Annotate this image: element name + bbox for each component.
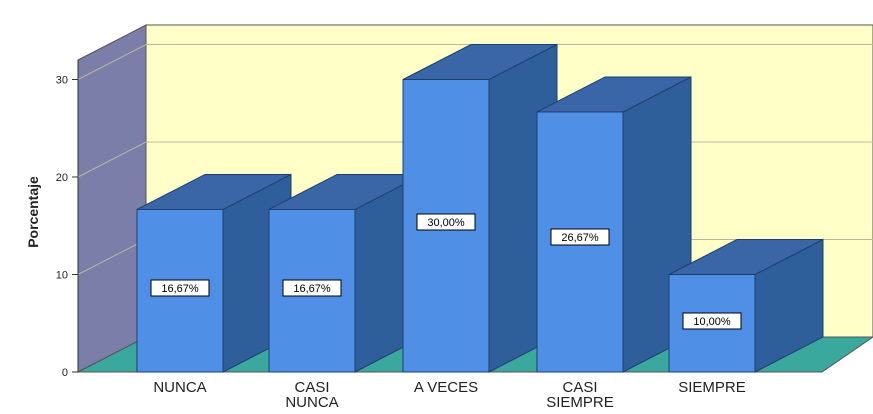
x-tick-label-line: CASI xyxy=(294,379,329,396)
x-tick-label: CASI SIEMPRE xyxy=(546,379,614,411)
y-axis: 0 10 20 30 xyxy=(56,60,79,379)
data-label-box xyxy=(550,228,610,246)
x-tick-label-line: NUNCA xyxy=(285,394,338,411)
x-tick-label-line: CASI xyxy=(562,379,597,396)
data-label-box xyxy=(682,312,742,330)
x-tick-label-line: NUNCA xyxy=(153,379,206,396)
data-label-box xyxy=(282,279,342,297)
y-tick-label: 30 xyxy=(56,75,68,87)
y-tick-label: 0 xyxy=(62,367,68,379)
gridline xyxy=(77,44,873,80)
x-tick-label: NUNCA xyxy=(153,379,206,396)
bar: 10,00% xyxy=(668,238,824,373)
data-label: 16,67% xyxy=(161,283,199,295)
bar: 26,67% xyxy=(536,76,692,373)
x-tick-label-line: A VECES xyxy=(414,379,478,396)
x-tick-label-line: SIEMPRE xyxy=(546,394,614,411)
bar: 16,67% xyxy=(136,173,292,373)
data-label: 30,00% xyxy=(427,217,465,229)
bars: 16,67% 16,67% 30,00% 26,67% 10,00% xyxy=(136,43,824,373)
y-axis-label: Porcentaje xyxy=(25,176,41,248)
bar: 30,00% xyxy=(402,43,558,373)
y-tick-label: 20 xyxy=(56,172,68,184)
x-tick-label: A VECES xyxy=(414,379,478,396)
side-wall xyxy=(77,24,147,373)
x-tick-label-line: SIEMPRE xyxy=(678,379,746,396)
data-label-box xyxy=(416,213,476,231)
y-tick-label: 10 xyxy=(56,270,68,282)
bar: 16,67% xyxy=(268,173,424,373)
data-label: 10,00% xyxy=(693,316,731,328)
x-tick-label: CASI NUNCA xyxy=(285,379,338,411)
data-label-box xyxy=(150,279,210,297)
data-label: 26,67% xyxy=(561,232,599,244)
data-label: 16,67% xyxy=(293,283,331,295)
x-tick-label: SIEMPRE xyxy=(678,379,746,396)
